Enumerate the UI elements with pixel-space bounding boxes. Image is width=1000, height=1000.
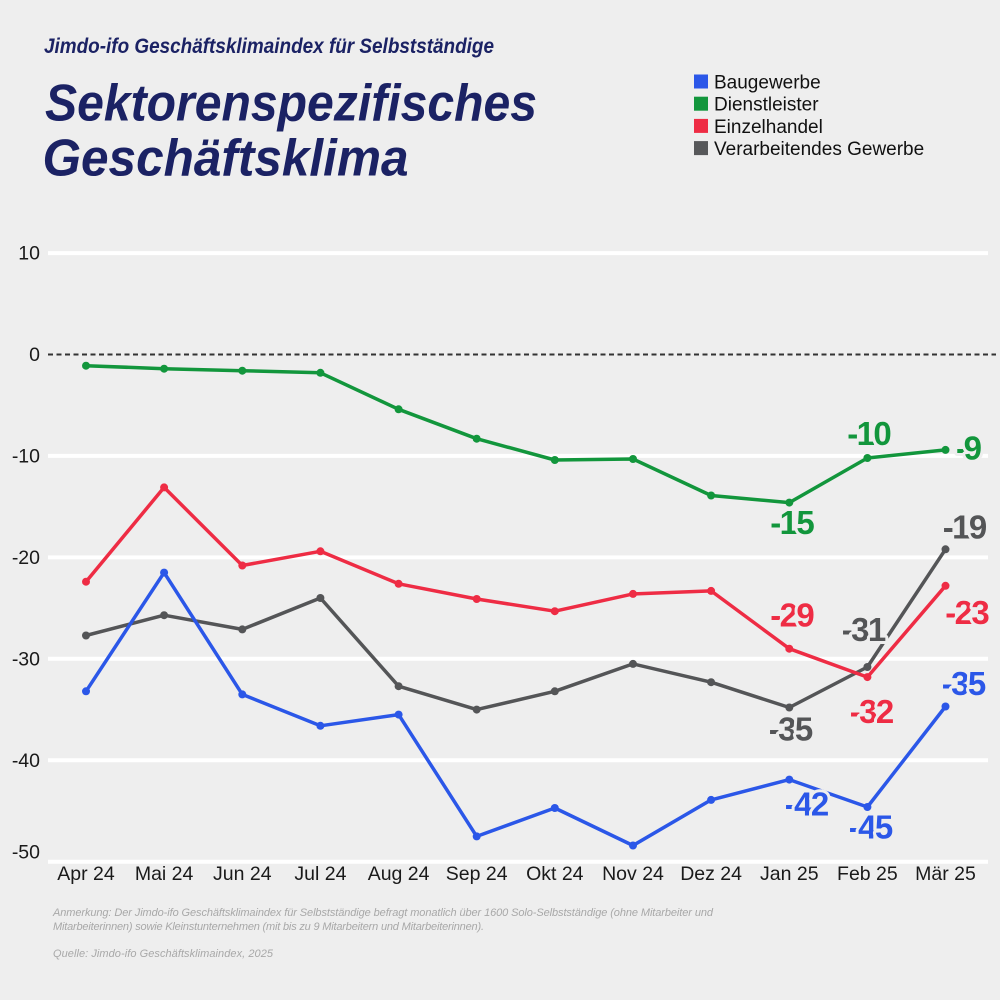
svg-text:-35: -35 bbox=[769, 710, 814, 747]
svg-text:Mitarbeiterinnen) sowie Kleins: Mitarbeiterinnen) sowie Kleinstunternehm… bbox=[53, 921, 484, 933]
svg-text:Jul 24: Jul 24 bbox=[294, 863, 346, 885]
svg-text:-23: -23 bbox=[945, 594, 990, 631]
svg-text:Mär 25: Mär 25 bbox=[915, 863, 976, 885]
svg-text:Sektorenspezifisches: Sektorenspezifisches bbox=[45, 75, 537, 133]
svg-text:Geschäftsklima: Geschäftsklima bbox=[43, 130, 409, 188]
svg-text:-10: -10 bbox=[847, 415, 892, 452]
svg-text:Nov 24: Nov 24 bbox=[602, 863, 664, 885]
svg-text:Anmerkung: Der Jimdo-ifo Gesch: Anmerkung: Der Jimdo-ifo Geschäftsklimai… bbox=[52, 907, 714, 919]
svg-text:-40: -40 bbox=[12, 750, 40, 772]
svg-text:Quelle: Jimdo-ifo Geschäftskli: Quelle: Jimdo-ifo Geschäftsklimaindex, 2… bbox=[53, 948, 274, 960]
svg-text:Jimdo-ifo Geschäftsklimaindex: Jimdo-ifo Geschäftsklimaindex für Selbst… bbox=[44, 35, 494, 58]
svg-text:Apr 24: Apr 24 bbox=[57, 863, 115, 885]
svg-text:-29: -29 bbox=[770, 596, 815, 633]
svg-text:Einzelhandel: Einzelhandel bbox=[714, 117, 823, 138]
svg-text:-15: -15 bbox=[770, 504, 815, 541]
svg-text:-19: -19 bbox=[943, 508, 988, 545]
svg-text:Baugewerbe: Baugewerbe bbox=[714, 73, 821, 94]
svg-text:0: 0 bbox=[29, 344, 40, 366]
svg-text:Jun 24: Jun 24 bbox=[213, 863, 272, 885]
svg-text:Feb 25: Feb 25 bbox=[837, 863, 898, 885]
svg-text:Aug 24: Aug 24 bbox=[368, 863, 430, 885]
svg-text:10: 10 bbox=[18, 243, 40, 265]
svg-text:Sep 24: Sep 24 bbox=[446, 863, 508, 885]
svg-text:Verarbeitendes Gewerbe: Verarbeitendes Gewerbe bbox=[714, 139, 924, 160]
svg-text:-31: -31 bbox=[842, 611, 887, 648]
svg-text:Okt 24: Okt 24 bbox=[526, 863, 584, 885]
svg-text:Dez 24: Dez 24 bbox=[680, 863, 742, 885]
svg-text:-32: -32 bbox=[850, 693, 895, 730]
svg-text:Mai 24: Mai 24 bbox=[135, 863, 194, 885]
svg-text:-30: -30 bbox=[12, 648, 40, 670]
svg-text:-20: -20 bbox=[12, 547, 40, 569]
svg-text:-9: -9 bbox=[956, 430, 982, 467]
svg-text:Dienstleister: Dienstleister bbox=[714, 95, 819, 116]
svg-text:-45: -45 bbox=[849, 808, 894, 845]
svg-text:-50: -50 bbox=[12, 842, 40, 864]
svg-text:-42: -42 bbox=[785, 785, 830, 822]
svg-text:Jan 25: Jan 25 bbox=[760, 863, 819, 885]
svg-text:-10: -10 bbox=[12, 445, 40, 467]
svg-text:-35: -35 bbox=[942, 665, 987, 702]
